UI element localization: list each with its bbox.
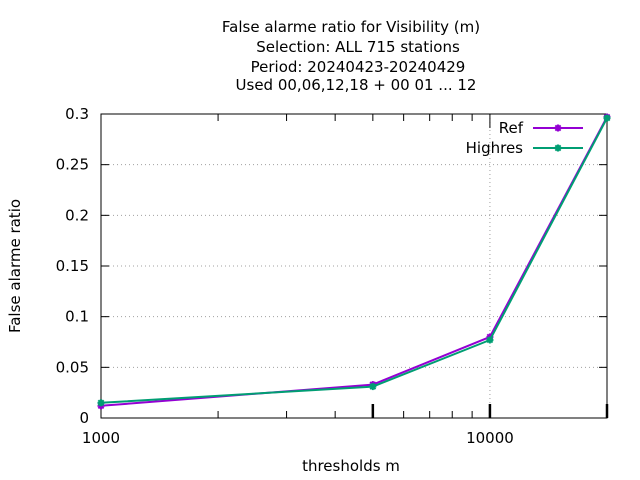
title-line-1: False alarme ratio for Visibility (m)	[222, 18, 480, 36]
legend-marker-highres	[554, 144, 562, 152]
y-tick-label: 0.05	[56, 358, 89, 376]
x-axis-ticks: 1000 10000	[82, 114, 609, 447]
y-tick-label: 0.2	[65, 206, 89, 224]
y-axis-ticks: 0 0.05 0.1 0.15 0.2 0.25 0.3	[56, 105, 607, 427]
y-tick-label: 0.3	[65, 105, 89, 123]
x-axis-label: thresholds m	[302, 457, 400, 475]
series-line-highres	[100, 117, 608, 404]
data-point-highres	[486, 336, 494, 344]
y-axis-label: False alarme ratio	[6, 199, 24, 333]
data-point-highres	[369, 383, 377, 391]
data-point-highres	[603, 114, 611, 122]
y-tick-label: 0.25	[56, 156, 89, 174]
y-tick-label: 0	[79, 409, 89, 427]
legend-marker-ref	[554, 124, 562, 132]
legend-label-highres: Highres	[466, 139, 524, 157]
series	[97, 113, 611, 410]
title-line-2: Selection: ALL 715 stations	[256, 38, 460, 56]
grid	[101, 114, 607, 418]
data-point-highres	[97, 399, 105, 407]
x-tick-label: 10000	[466, 429, 514, 447]
title-line-4: Used 00,06,12,18 + 00 01 ... 12	[236, 76, 477, 94]
chart-title: False alarme ratio for Visibility (m) Se…	[222, 18, 480, 94]
y-tick-label: 0.15	[56, 257, 89, 275]
legend: Ref Highres	[466, 119, 583, 157]
x-tick-label: 1000	[82, 429, 120, 447]
title-line-3: Period: 20240423-20240429	[251, 58, 466, 76]
legend-label-ref: Ref	[499, 119, 524, 137]
y-tick-label: 0.1	[65, 308, 89, 326]
